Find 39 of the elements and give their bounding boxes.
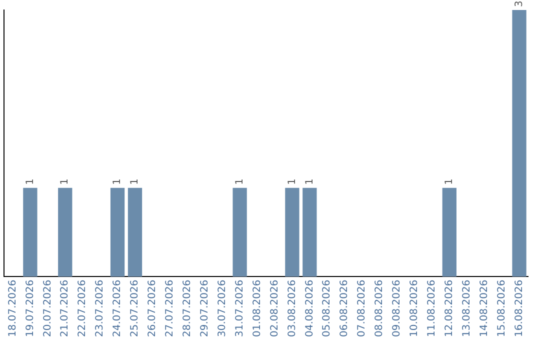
x-tick-label: 25.07.2026 (130, 280, 141, 338)
data-label: 1 (444, 178, 455, 185)
x-tick-label: 21.07.2026 (60, 280, 71, 338)
x-tick-label: 08.08.2026 (374, 280, 386, 338)
x-tick-label: 12.08.2026 (444, 280, 455, 338)
x-tick-label: 27.07.2026 (164, 280, 176, 338)
x-tick-label: 13.08.2026 (461, 280, 472, 338)
x-tick-label: 22.07.2026 (77, 280, 88, 338)
x-tick-label: 24.07.2026 (112, 280, 124, 338)
data-label: 1 (286, 178, 298, 185)
data-label: 1 (234, 178, 246, 185)
x-tick-label: 23.07.2026 (94, 280, 106, 338)
x-tick-label: 07.08.2026 (356, 280, 368, 338)
x-tick-label: 19.07.2026 (24, 280, 36, 338)
x-tick-label: 10.08.2026 (409, 280, 420, 338)
data-label: 3 (514, 0, 525, 7)
x-tick-label: 18.07.2026 (7, 280, 18, 338)
x-tick-label: 20.07.2026 (42, 280, 54, 338)
x-tick-label: 15.08.2026 (496, 280, 508, 338)
x-tick-label: 11.08.2026 (426, 280, 438, 338)
x-tick-label: 16.08.2026 (514, 280, 525, 338)
x-tick-label: 09.08.2026 (392, 280, 403, 338)
x-tick-label: 28.07.2026 (182, 280, 193, 338)
x-tick-label: 06.08.2026 (339, 280, 350, 338)
x-tick-label: 01.08.2026 (252, 280, 263, 338)
x-tick-label: 26.07.2026 (147, 280, 158, 338)
x-tick-label: 14.08.2026 (478, 280, 490, 338)
x-tick-label: 31.07.2026 (234, 280, 246, 338)
x-tick-label: 02.08.2026 (269, 280, 280, 338)
x-tick-label: 05.08.2026 (322, 280, 333, 338)
x-tick-label: 29.07.2026 (199, 280, 210, 338)
data-label: 1 (304, 178, 316, 185)
data-label: 1 (60, 178, 71, 185)
x-tick-label: 04.08.2026 (304, 280, 316, 338)
x-tick-label: 03.08.2026 (286, 280, 298, 338)
data-label: 1 (112, 178, 124, 185)
x-tick-label: 30.07.2026 (216, 280, 228, 338)
data-label: 1 (130, 178, 141, 185)
data-label: 1 (24, 178, 36, 185)
